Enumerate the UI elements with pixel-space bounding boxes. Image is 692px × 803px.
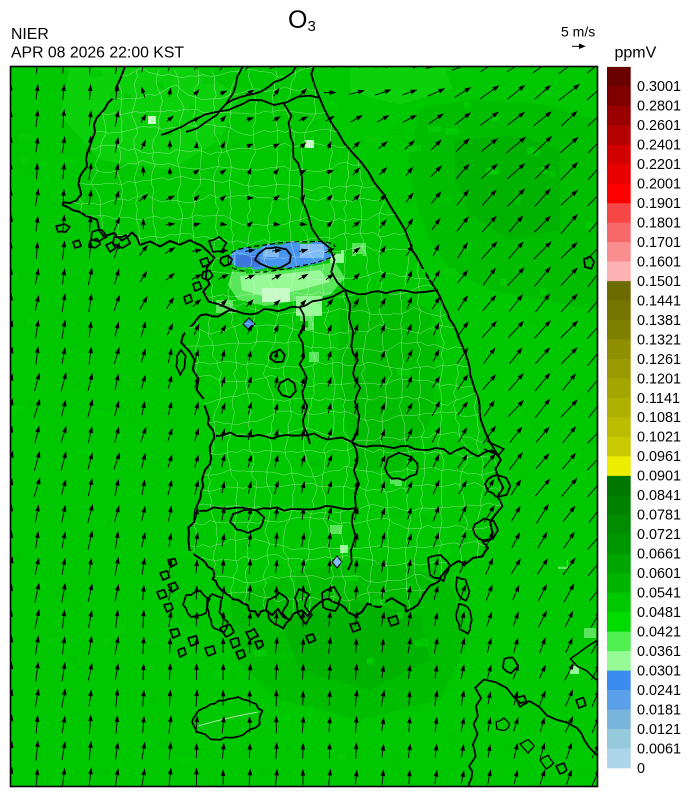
svg-text:0.0301: 0.0301 xyxy=(637,663,681,679)
svg-text:0.0961: 0.0961 xyxy=(637,449,681,465)
svg-text:0.0601: 0.0601 xyxy=(637,566,681,582)
svg-text:0.2001: 0.2001 xyxy=(637,177,681,193)
svg-text:0.0181: 0.0181 xyxy=(637,702,681,718)
svg-text:0.0421: 0.0421 xyxy=(637,625,681,641)
svg-text:0.0541: 0.0541 xyxy=(637,586,681,602)
svg-text:0.0241: 0.0241 xyxy=(637,683,681,699)
svg-text:0.2801: 0.2801 xyxy=(637,99,681,115)
svg-text:0.2201: 0.2201 xyxy=(637,157,681,173)
svg-text:0.0721: 0.0721 xyxy=(637,527,681,543)
svg-text:0.0901: 0.0901 xyxy=(637,469,681,485)
svg-text:0.0361: 0.0361 xyxy=(637,644,681,660)
svg-text:0.1141: 0.1141 xyxy=(637,391,680,407)
svg-text:0.1201: 0.1201 xyxy=(637,371,681,387)
svg-text:0.1021: 0.1021 xyxy=(637,430,681,446)
svg-text:0.1901: 0.1901 xyxy=(637,196,681,212)
svg-text:0.0661: 0.0661 xyxy=(637,547,681,563)
svg-text:0.1441: 0.1441 xyxy=(637,293,681,309)
svg-text:0.2601: 0.2601 xyxy=(637,118,681,134)
svg-text:0.2401: 0.2401 xyxy=(637,138,681,154)
svg-text:0.0841: 0.0841 xyxy=(637,488,681,504)
svg-text:0.0481: 0.0481 xyxy=(637,605,681,621)
svg-text:0.0061: 0.0061 xyxy=(637,741,681,757)
svg-text:ppmV: ppmV xyxy=(615,45,657,62)
svg-text:0.1321: 0.1321 xyxy=(637,332,681,348)
svg-text:NIER: NIER xyxy=(11,26,49,43)
svg-text:0.0781: 0.0781 xyxy=(637,508,681,524)
svg-text:0.1261: 0.1261 xyxy=(637,352,681,368)
svg-text:0.0121: 0.0121 xyxy=(637,722,681,738)
svg-text:0.1081: 0.1081 xyxy=(637,410,681,426)
svg-text:0.3001: 0.3001 xyxy=(637,79,681,95)
svg-text:0.1381: 0.1381 xyxy=(637,313,681,329)
svg-text:APR 08 2026 22:00 KST: APR 08 2026 22:00 KST xyxy=(11,45,184,62)
svg-text:0: 0 xyxy=(637,761,645,777)
svg-text:0.1701: 0.1701 xyxy=(637,235,681,251)
svg-text:0.1601: 0.1601 xyxy=(637,254,681,270)
svg-text:5 m/s: 5 m/s xyxy=(561,24,595,40)
svg-text:0.1501: 0.1501 xyxy=(637,274,681,290)
svg-text:0.1801: 0.1801 xyxy=(637,216,681,232)
